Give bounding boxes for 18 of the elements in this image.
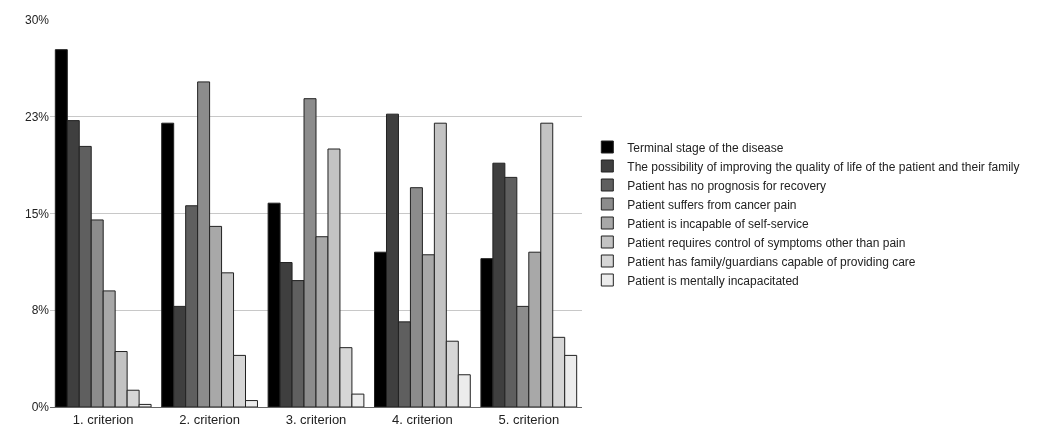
legend-label: Patient suffers from cancer pain [627, 197, 797, 212]
y-tick-label: 23% [24, 109, 50, 124]
y-tick-label: 15% [24, 206, 50, 221]
legend-label: Terminal stage of the disease [627, 140, 784, 155]
x-tick-label: 2. criterion [179, 411, 240, 427]
legend-label: Patient is incapable of self-service [627, 216, 810, 231]
legend-label: Patient is mentally incapacitated [627, 273, 799, 288]
y-tick-label: 0% [31, 400, 50, 415]
legend-label: Patient has no prognosis for recovery [627, 178, 827, 193]
x-tick-label: 3. criterion [285, 411, 347, 427]
x-tick-label: 4. criterion [392, 411, 453, 427]
x-tick-label: 1. criterion [72, 411, 134, 427]
x-tick-label: 5. criterion [498, 411, 560, 427]
y-tick-label: 30% [24, 13, 50, 28]
y-tick-label: 8% [31, 303, 50, 318]
legend-label: Patient requires control of symptoms other than pain [627, 235, 906, 250]
legend-label: Patient has family/guardians capable of providing care [627, 254, 916, 269]
legend-label: The possibility of improving the quality of life of the patient and their family [627, 159, 1020, 174]
